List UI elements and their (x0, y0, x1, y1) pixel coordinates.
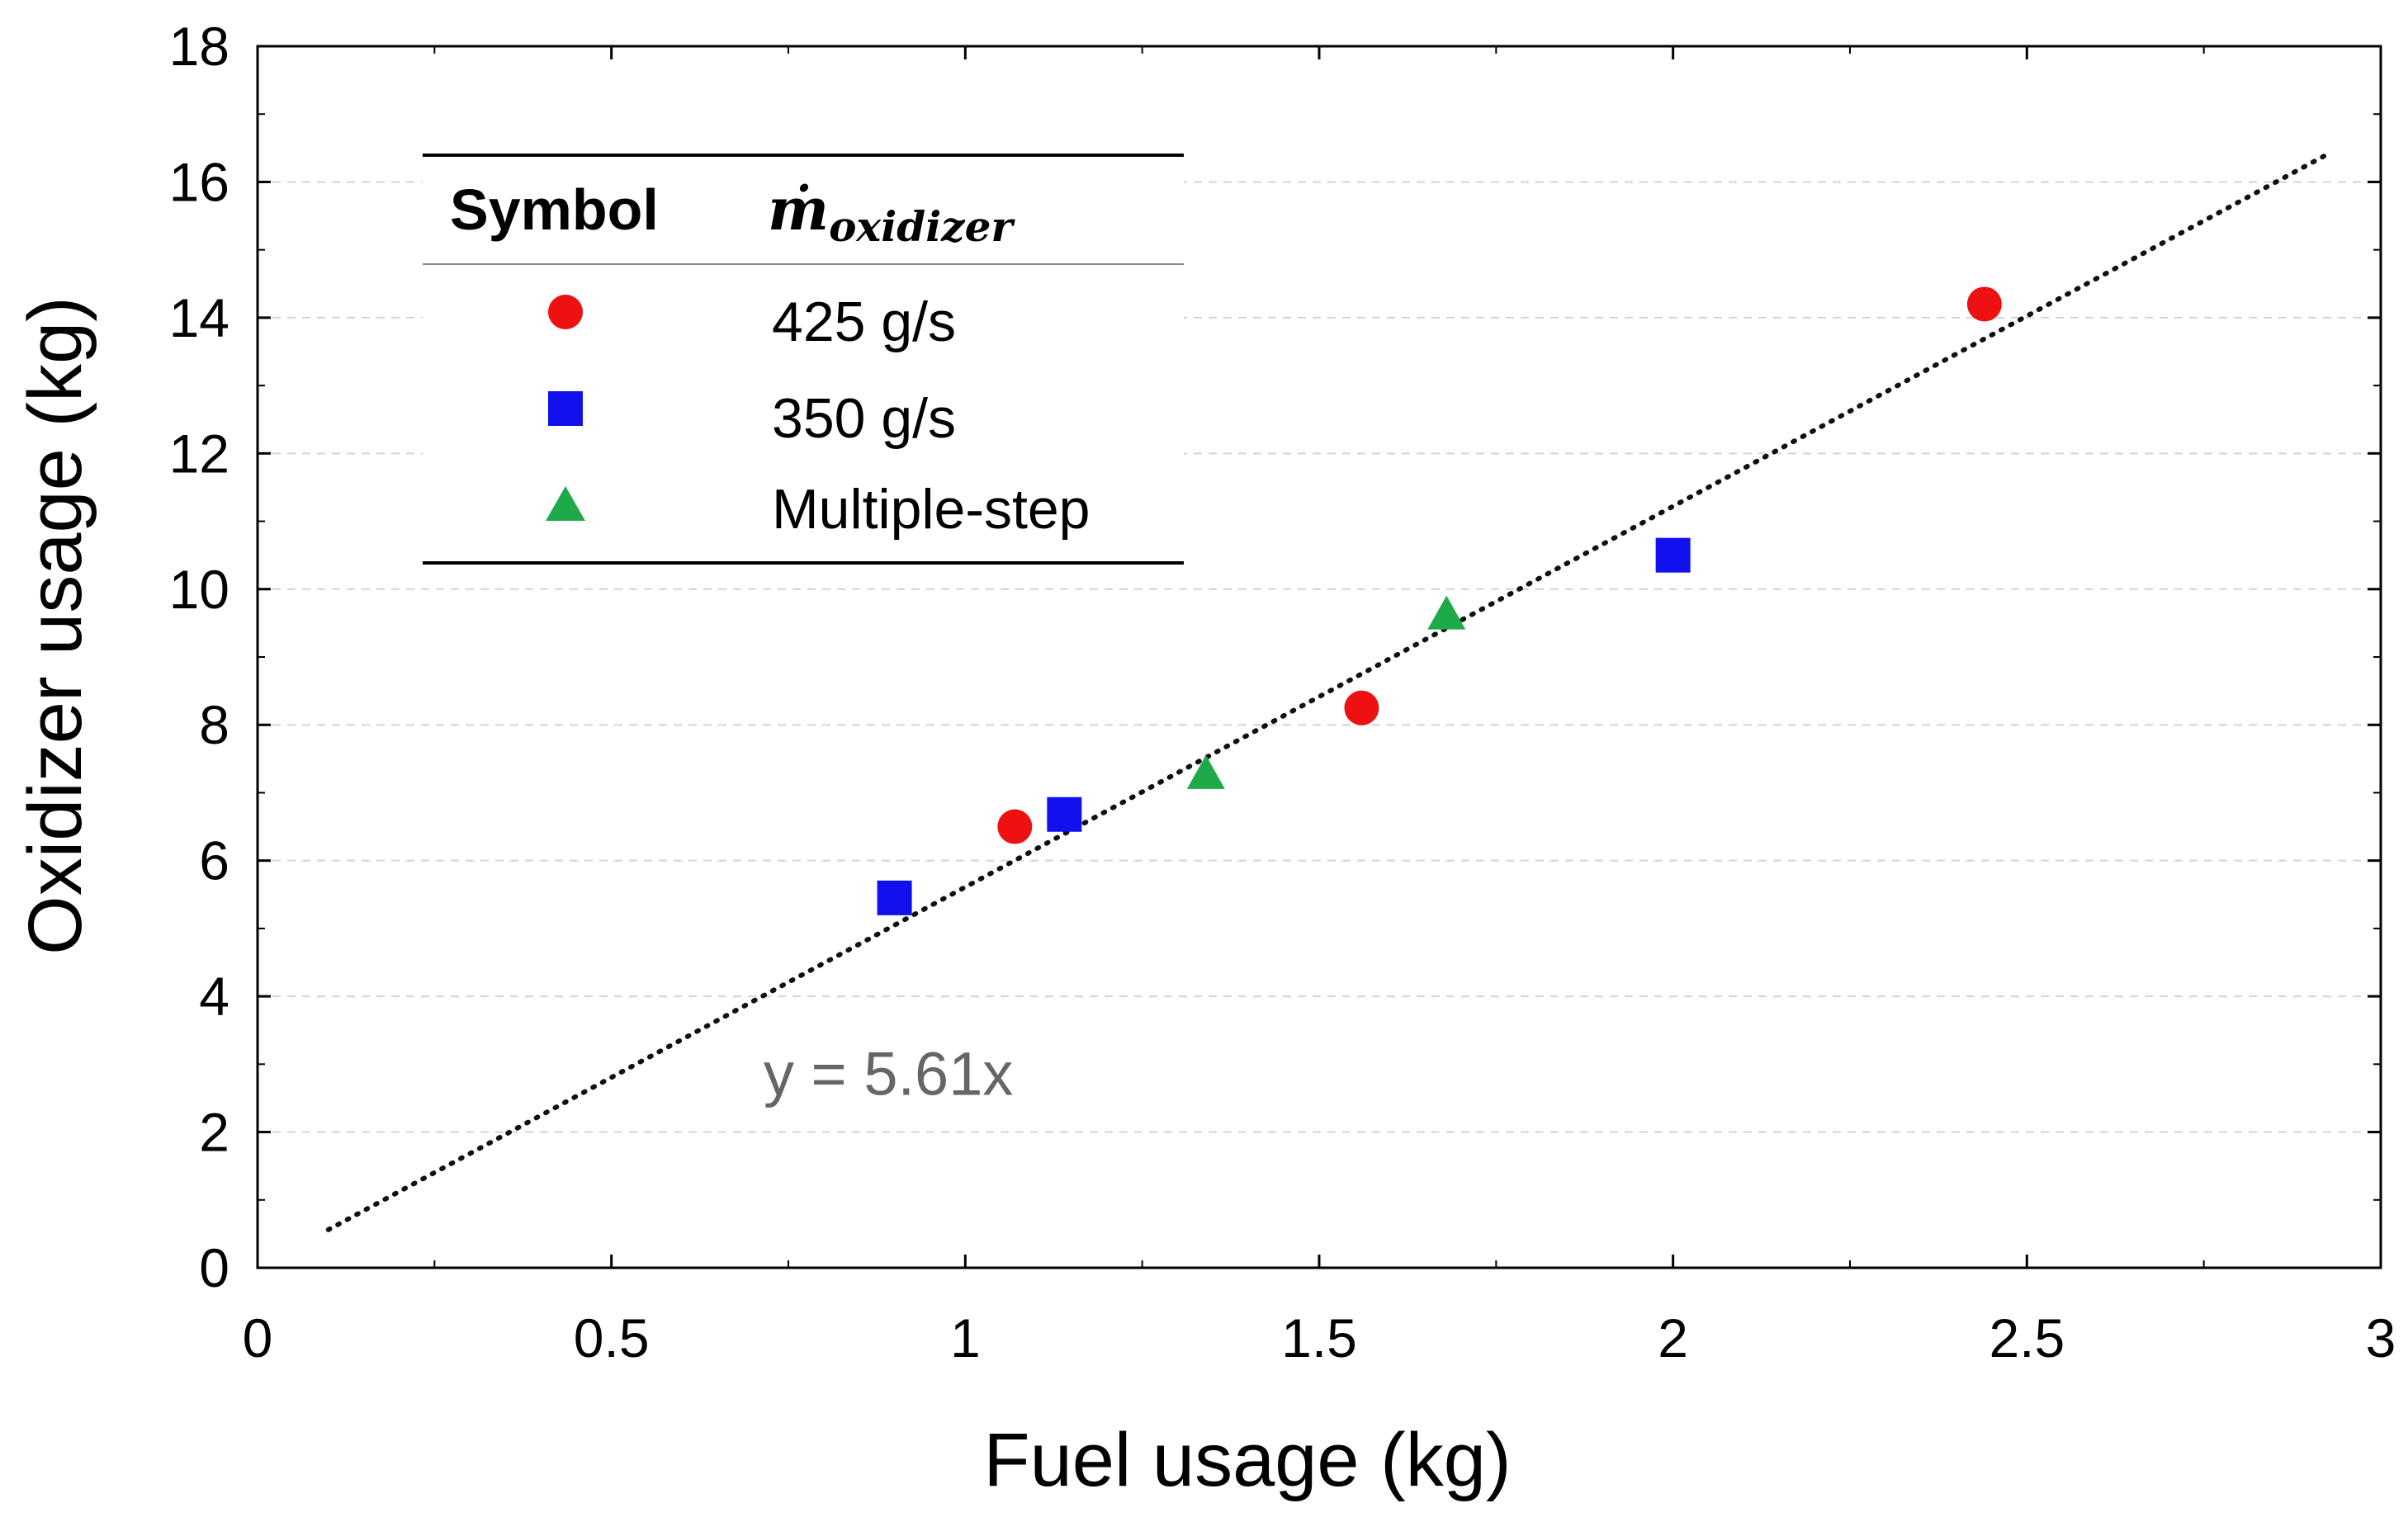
point-square-1 (877, 880, 912, 915)
y-tick-label-8: 8 (199, 694, 229, 755)
legend-label-multiple-step: Multiple-step (772, 478, 1090, 541)
x-tick-label-1.5: 1.5 (1281, 1307, 1357, 1368)
legend-background (423, 154, 1184, 563)
y-tick-label-2: 2 (199, 1102, 229, 1163)
x-tick-label-0: 0 (243, 1307, 273, 1368)
y-tick-label-6: 6 (199, 830, 229, 891)
x-tick-label-1: 1 (950, 1307, 981, 1368)
y-tick-label-14: 14 (169, 287, 229, 348)
point-square-3 (1655, 537, 1691, 573)
x-tick-label-3: 3 (2366, 1307, 2396, 1368)
point-square-2 (1047, 796, 1082, 832)
fit-line-group (325, 149, 2334, 1232)
y-tick-label-4: 4 (199, 966, 229, 1027)
y-axis-title: Oxidizer usage (kg) (13, 296, 97, 955)
x-tick-label-2: 2 (1658, 1307, 1688, 1368)
point-triangle-2 (1427, 595, 1466, 630)
y-tick-label-12: 12 (169, 423, 229, 484)
point-triangle-1 (1186, 754, 1225, 789)
tick-labels: 0 2 4 6 8 10 12 14 16 18 0 0.5 1 1.5 2 2.5 3 (169, 16, 2396, 1368)
point-circle-1 (997, 809, 1033, 844)
legend-label-350: 350 g/s (772, 387, 956, 450)
x-tick-label-2.5: 2.5 (1989, 1307, 2065, 1368)
legend-marker-square (548, 391, 583, 426)
x-axis-title: Fuel usage (kg) (983, 1418, 1511, 1502)
data-points (877, 286, 2002, 915)
legend: Symbol ṁoxidizer 425 g/s 350 g/s Multipl… (423, 154, 1184, 565)
legend-label-425: 425 g/s (772, 291, 956, 353)
legend-marker-circle (548, 295, 583, 329)
y-tick-label-0: 0 (199, 1237, 229, 1298)
legend-marker-triangle (546, 486, 585, 521)
plot-frame (256, 45, 2382, 1269)
y-tick-label-18: 18 (169, 16, 229, 77)
legend-header-subscript: oxidizer (829, 202, 1015, 251)
legend-header-variable: ṁoxidizer (768, 175, 1015, 251)
y-tick-label-16: 16 (169, 151, 229, 212)
grid-lines (258, 181, 2381, 1133)
point-circle-3 (1966, 286, 2002, 322)
x-tick-label-0.5: 0.5 (574, 1307, 650, 1368)
y-tick-label-10: 10 (169, 559, 229, 620)
point-circle-2 (1344, 690, 1379, 726)
legend-header-mdot: ṁ (768, 175, 829, 243)
fit-line (325, 149, 2334, 1232)
fit-equation-label: y = 5.61x (764, 1039, 1013, 1108)
legend-header-symbol: Symbol (450, 177, 659, 242)
